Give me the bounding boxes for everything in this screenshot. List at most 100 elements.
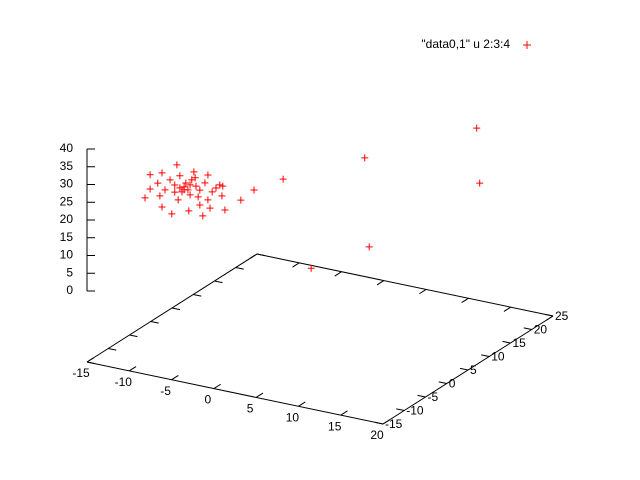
- point: [307, 264, 315, 272]
- y-tick-mirror: [150, 321, 159, 324]
- point: [201, 179, 209, 187]
- point: [199, 212, 207, 220]
- y-tick-label: -10: [406, 404, 424, 418]
- z-tick-label: 5: [66, 265, 73, 279]
- x-tick-label: 5: [247, 402, 254, 416]
- z-tick-label: 0: [66, 283, 73, 297]
- x-tick-label: 0: [205, 393, 212, 407]
- point: [190, 168, 198, 176]
- point: [216, 181, 224, 189]
- x-tick: [171, 374, 179, 381]
- y-tick: [502, 340, 511, 344]
- point: [171, 181, 179, 189]
- point: [196, 201, 204, 209]
- point: [208, 188, 216, 196]
- y-tick-mirror: [86, 361, 96, 365]
- point: [176, 172, 184, 180]
- x-tick-mirror: [419, 289, 427, 295]
- z-tick-label: 15: [60, 230, 74, 244]
- x-tick-mirror: [545, 315, 554, 321]
- point: [166, 176, 174, 184]
- y-tick: [417, 394, 426, 398]
- point: [473, 124, 481, 132]
- y-tick-mirror: [193, 294, 202, 297]
- point: [212, 184, 220, 192]
- y-tick: [459, 367, 469, 371]
- point: [171, 188, 179, 196]
- y-tick: [438, 381, 447, 384]
- x-tick-label: -10: [115, 375, 133, 389]
- z-tick-label: 25: [60, 194, 74, 208]
- point: [174, 196, 182, 204]
- x-tick-label: -15: [72, 366, 90, 380]
- y-tick: [396, 408, 405, 411]
- x-tick-mirror: [461, 297, 469, 304]
- y-tick: [544, 313, 554, 317]
- x-tick-label: 15: [328, 419, 342, 433]
- point: [194, 193, 202, 201]
- y-tick: [481, 354, 490, 357]
- point: [146, 185, 154, 193]
- x-tick-label: 20: [370, 428, 384, 442]
- x-tick-mirror: [292, 262, 300, 268]
- x-tick-mirror: [503, 306, 511, 312]
- x-tick: [298, 401, 306, 407]
- y-tick: [523, 327, 532, 330]
- point: [476, 179, 484, 187]
- y-tick-mirror: [256, 253, 266, 257]
- y-tick-mirror: [235, 267, 244, 270]
- point: [204, 196, 212, 204]
- point: [176, 184, 184, 192]
- point: [180, 186, 188, 194]
- y-tick-label: -15: [385, 417, 403, 431]
- y-tick-label: -5: [428, 390, 439, 404]
- legend-label: "data0,1" u 2:3:4: [421, 37, 510, 51]
- y-tick-label: 20: [534, 323, 548, 337]
- point: [186, 191, 194, 199]
- point: [161, 186, 169, 194]
- point: [219, 182, 227, 190]
- point: [250, 186, 258, 194]
- y-tick-mirror: [129, 334, 138, 338]
- point: [158, 203, 166, 211]
- z-tick-label: 30: [60, 177, 74, 191]
- y-tick-label: 0: [449, 377, 456, 391]
- point: [191, 174, 199, 182]
- x-tick-label: -5: [160, 384, 171, 398]
- point: [365, 243, 373, 251]
- point: [158, 169, 166, 177]
- point: [173, 161, 181, 169]
- x-tick: [129, 366, 137, 372]
- y-tick-label: 15: [513, 336, 527, 350]
- point: [186, 181, 194, 189]
- x-tick: [340, 410, 348, 416]
- x-tick: [86, 357, 95, 363]
- point: [185, 207, 193, 215]
- point: [279, 175, 287, 183]
- point: [146, 171, 154, 179]
- z-tick-label: 20: [60, 212, 74, 226]
- point: [141, 194, 149, 202]
- point: [204, 171, 212, 179]
- point: [237, 196, 245, 204]
- point: [221, 206, 229, 214]
- point: [192, 182, 200, 190]
- y-tick-label: 5: [470, 363, 477, 377]
- x-tick: [382, 419, 391, 425]
- y-tick-mirror: [171, 307, 181, 311]
- legend-marker: [523, 41, 531, 49]
- point: [168, 210, 176, 218]
- z-tick-label: 40: [60, 141, 74, 155]
- y-tick: [374, 421, 384, 425]
- z-tick-label: 35: [60, 159, 74, 173]
- y-tick-label: 25: [555, 309, 569, 323]
- base-edge: [256, 253, 554, 317]
- point: [361, 154, 369, 162]
- z-tick-label: 10: [60, 248, 74, 262]
- y-tick-mirror: [108, 348, 117, 351]
- x-tick-mirror: [376, 280, 385, 286]
- point: [196, 186, 204, 194]
- point: [206, 204, 214, 212]
